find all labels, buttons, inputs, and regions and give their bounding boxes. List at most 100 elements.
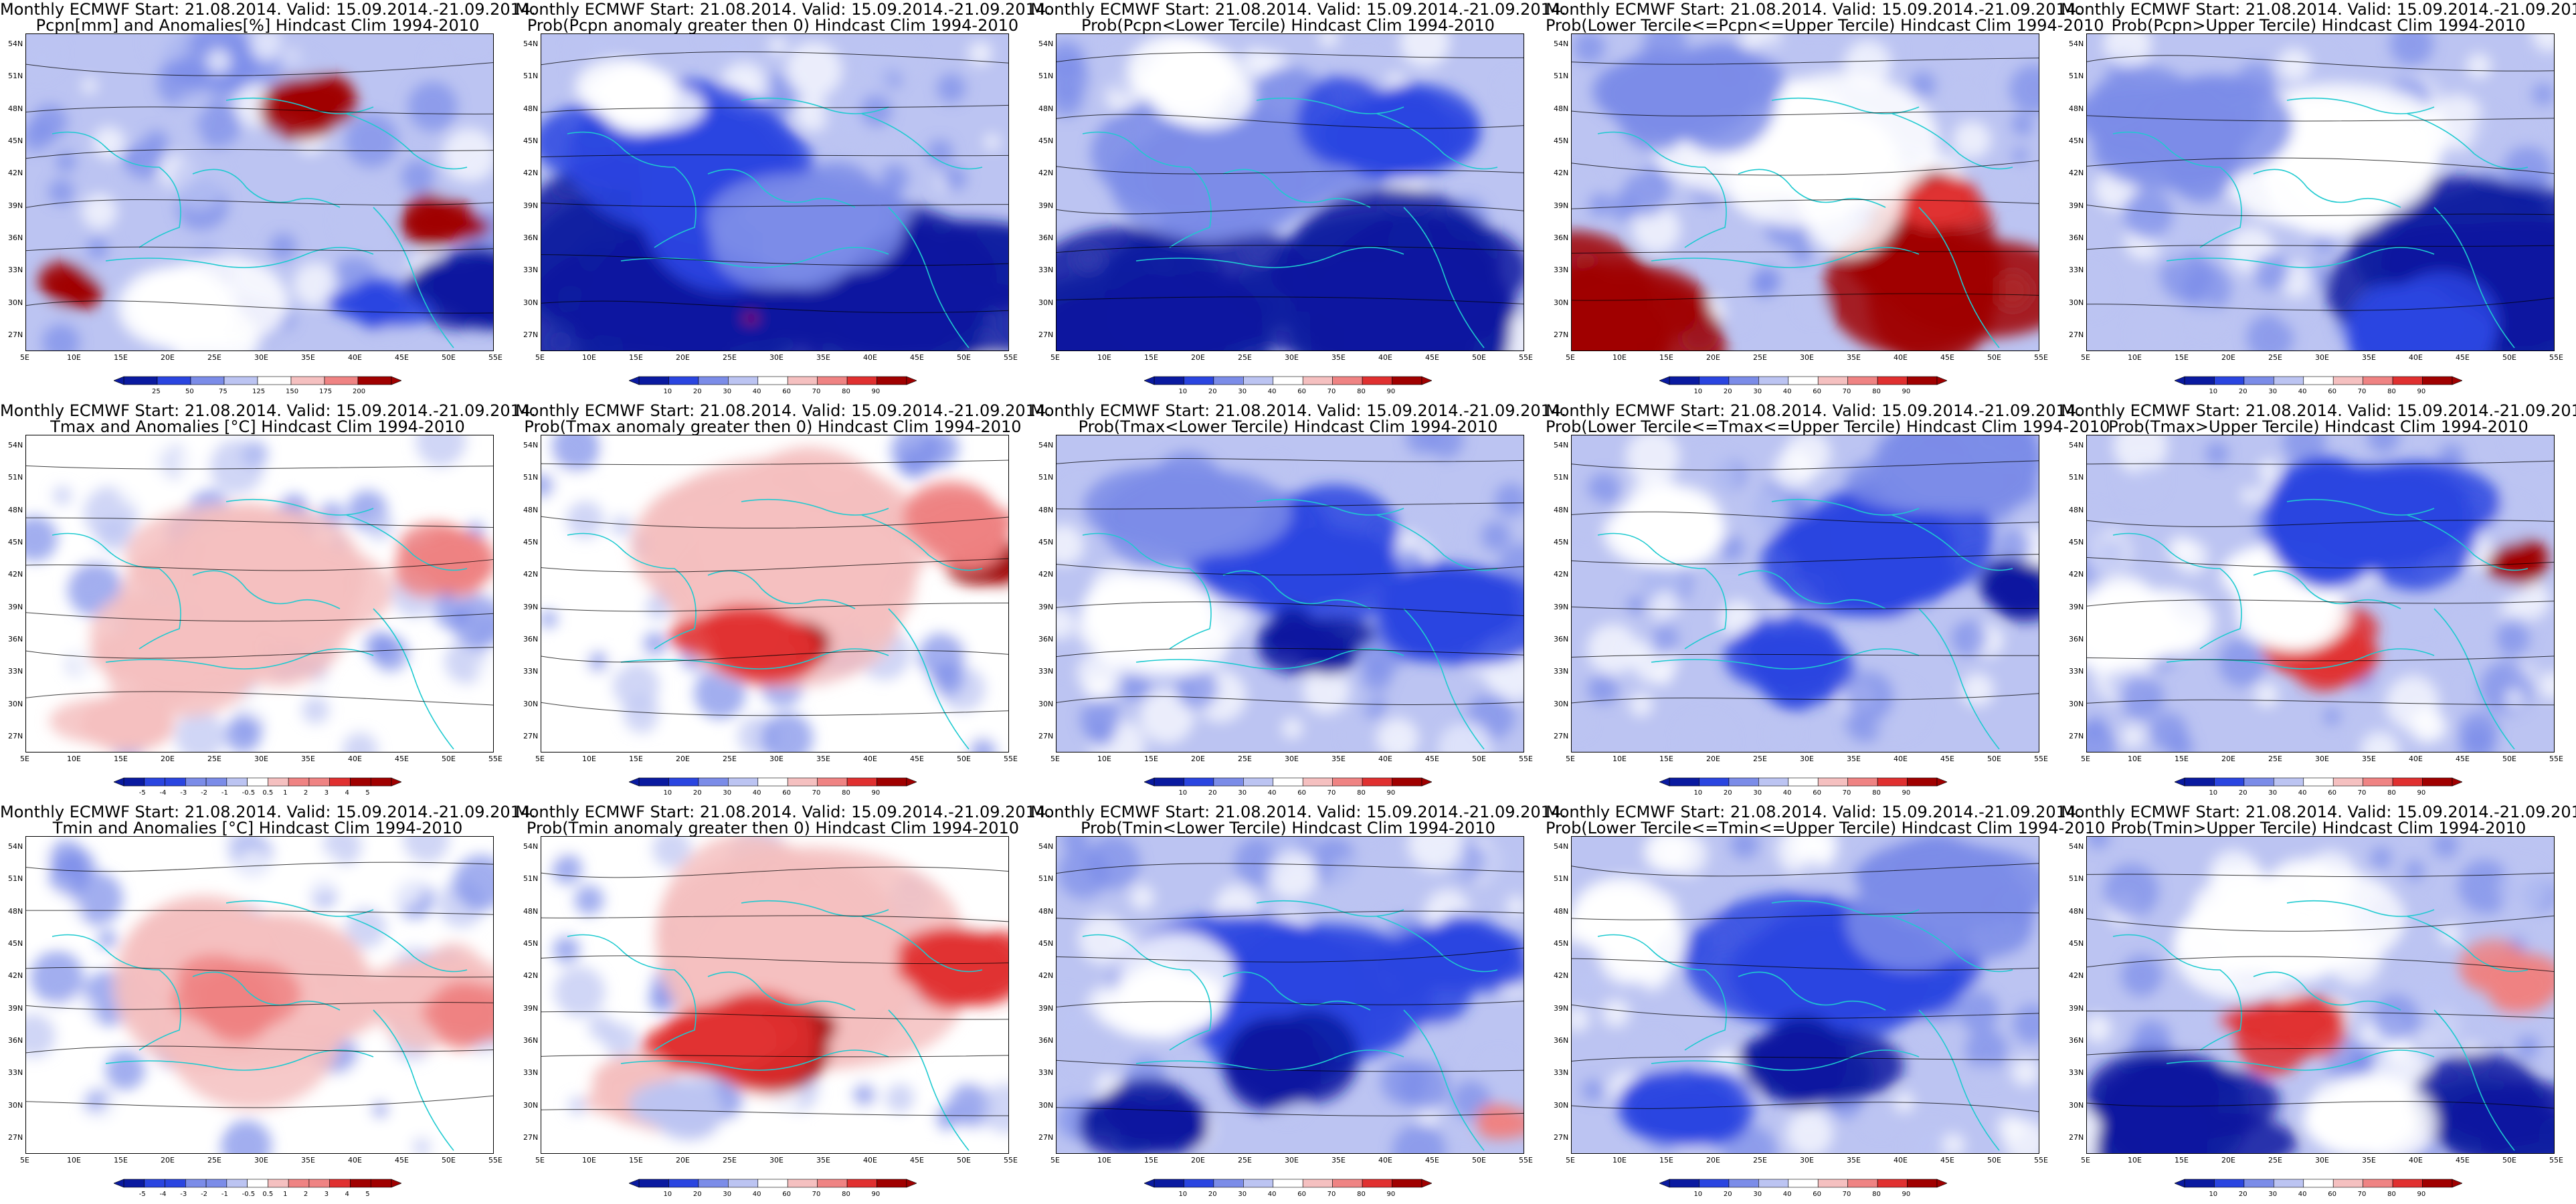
lat-tick-label: 54N (8, 441, 23, 449)
colorbar-segment (1877, 777, 1908, 787)
colorbar-tick-label: 20 (1208, 789, 1217, 797)
map-field-svg (1571, 435, 2039, 752)
lon-tick-label: 50E (2502, 353, 2516, 362)
colorbar-tick-label: 20 (2238, 388, 2247, 395)
coastline (225, 498, 374, 516)
field-speckle (1953, 87, 1974, 108)
lat-tick-label: 45N (8, 538, 23, 546)
lat-tick-label: 33N (1038, 667, 1054, 676)
lat-tick-label: 45N (8, 136, 23, 145)
field-speckle (2498, 863, 2549, 914)
field-speckle (170, 154, 227, 210)
map-field-svg (541, 33, 1009, 351)
lat-tick-label: 51N (1038, 874, 1054, 884)
contour-line (541, 154, 1009, 158)
lat-tick-label: 33N (1038, 266, 1054, 275)
colorbar-segment (1362, 777, 1392, 787)
panel-title-line1: Monthly ECMWF Start: 21.08.2014. Valid: … (0, 0, 536, 19)
lat-tick-label: 39N (1038, 1003, 1054, 1013)
colorbar-segment (1154, 376, 1184, 385)
coastline (2166, 247, 2435, 268)
colorbar-tick-label: 40 (752, 789, 761, 797)
field-speckle (2003, 1119, 2039, 1154)
coastline (1222, 570, 1371, 609)
colorbar-segment (370, 1179, 392, 1188)
lat-tick-label: 42N (523, 169, 539, 178)
colorbar-tick-label: 30 (1753, 388, 1762, 395)
contour-line (1571, 199, 2039, 209)
coastline (1651, 247, 1920, 268)
field-speckle (302, 696, 329, 724)
contour-line (25, 1095, 494, 1108)
field-speckle (574, 885, 604, 915)
lon-tick-label: 15E (1144, 755, 1158, 763)
field-speckle (48, 856, 88, 896)
lat-tick-label: 39N (1554, 201, 1569, 210)
colorbar-segment (226, 777, 248, 787)
field-blob (706, 635, 798, 675)
map-area (25, 836, 494, 1154)
colorbar-tick-label: 90 (1902, 789, 1911, 797)
field-speckle (1501, 75, 1522, 96)
panel-title-line2: Prob(Pcpn>Upper Tercile) Hindcast Clim 1… (2111, 16, 2526, 35)
colorbar-tick-label: 80 (842, 1191, 850, 1198)
field-blob (630, 476, 824, 616)
contour-line (25, 910, 494, 915)
colorbar-segment (123, 1179, 145, 1188)
coastline (105, 1049, 374, 1071)
lat-tick-label: 27N (2069, 732, 2084, 740)
colorbar-segment (2274, 376, 2304, 385)
colorbar-tick-label: 1 (283, 1191, 288, 1198)
lat-tick-label: 30N (1038, 699, 1054, 708)
field-speckle (1649, 627, 1679, 656)
field-speckle (98, 929, 117, 949)
colorbar-segment (1332, 1179, 1363, 1188)
field-speckle (2278, 298, 2306, 326)
contour-line (541, 955, 1009, 965)
panel-title-line1: Monthly ECMWF Start: 21.08.2014. Valid: … (2061, 803, 2576, 821)
field-speckle (401, 159, 436, 194)
coastline (861, 916, 983, 973)
field-speckle (1588, 473, 1621, 506)
colorbar-tick-label: 40 (1267, 388, 1277, 395)
colorbar-segment (308, 1179, 330, 1188)
lat-tick-label: 51N (523, 473, 539, 482)
lat-tick-label: 54N (1554, 441, 1569, 449)
map-frame (1571, 33, 2039, 351)
lat-tick-label: 27N (523, 1133, 539, 1142)
contour-line (2086, 872, 2555, 878)
contour-line (1056, 1107, 1524, 1116)
lat-tick-label: 30N (1038, 298, 1054, 307)
colorbar-segment (1877, 376, 1908, 385)
map-frame (2086, 836, 2555, 1154)
contour-line (2086, 115, 2555, 122)
colorbar-segment (1302, 1179, 1333, 1188)
field-speckle (1718, 535, 1744, 561)
contour-line (2086, 599, 2555, 607)
field-speckle (1995, 171, 2022, 197)
colorbar-segment (370, 777, 392, 787)
coastline (1256, 498, 1404, 516)
lat-tick-label: 42N (2069, 971, 2084, 981)
lon-tick-label: 25E (2268, 755, 2282, 763)
field-speckle (31, 104, 68, 140)
field-blob (1112, 972, 1219, 1039)
field-blob (2086, 585, 2176, 654)
colorbar-segment (288, 777, 310, 787)
contour-line (25, 465, 494, 470)
coastline (1892, 113, 2013, 170)
field-blob (1571, 288, 1663, 351)
map-area (25, 435, 494, 752)
lon-tick-label: 10E (1097, 1156, 1111, 1165)
field-speckle (1801, 293, 1828, 320)
colorbar-tick-label: 30 (1238, 1191, 1247, 1198)
field-speckle (52, 486, 72, 506)
lon-tick-label: 50E (957, 353, 971, 362)
lon-tick-label: 10E (67, 755, 81, 763)
coastline (888, 207, 970, 348)
field-speckle (1481, 521, 1511, 551)
field-speckle (859, 94, 892, 127)
contour-line (541, 460, 1009, 466)
coastline (741, 498, 889, 516)
field-speckle (2486, 585, 2508, 607)
